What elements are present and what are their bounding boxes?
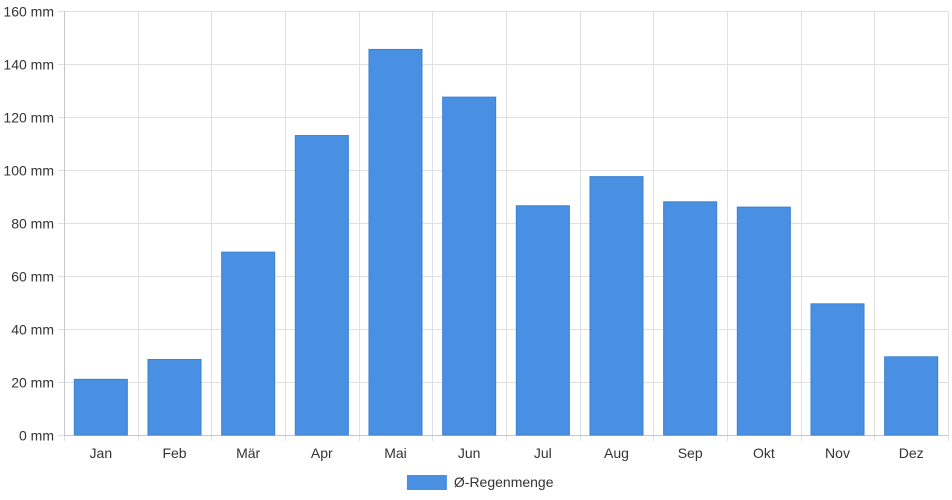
- y-tick-label: 140 mm: [3, 57, 54, 73]
- x-tick-label: Mär: [236, 445, 260, 461]
- y-tick-label: 20 mm: [11, 375, 54, 391]
- bar-okt[interactable]: [736, 206, 791, 436]
- x-tick-label: Jan: [90, 445, 113, 461]
- bar-apr[interactable]: [294, 135, 349, 436]
- y-tick-label: 120 mm: [3, 110, 54, 126]
- bar-mär[interactable]: [221, 251, 276, 436]
- bars: [73, 48, 939, 436]
- x-tick-label: Jun: [458, 445, 481, 461]
- tick-labels: 0 mm 20 mm 40 mm 60 mm 80 mm 100 mm 120 mm 140 …: [3, 4, 923, 462]
- axes: [64, 11, 948, 436]
- grid-lines: [58, 11, 949, 441]
- y-tick-label: 160 mm: [3, 4, 54, 20]
- bar-feb[interactable]: [147, 358, 202, 436]
- bar-sep[interactable]: [663, 201, 718, 436]
- x-tick-label: Aug: [604, 445, 629, 461]
- x-tick-label: Feb: [162, 445, 186, 461]
- x-tick-label: Mai: [384, 445, 407, 461]
- x-tick-label: Jul: [534, 445, 552, 461]
- x-tick-label: Sep: [678, 445, 703, 461]
- bar-jun[interactable]: [442, 96, 497, 436]
- y-tick-label: 0 mm: [19, 428, 54, 444]
- bar-aug[interactable]: [589, 176, 644, 436]
- y-tick-label: 60 mm: [11, 269, 54, 285]
- x-tick-label: Apr: [311, 445, 333, 461]
- bar-jul[interactable]: [515, 205, 570, 436]
- x-tick-label: Okt: [753, 445, 775, 461]
- legend[interactable]: Ø-Regenmenge: [406, 474, 554, 490]
- bar-dez[interactable]: [884, 356, 939, 436]
- x-tick-label: Dez: [899, 445, 924, 461]
- y-tick-label: 100 mm: [3, 163, 54, 179]
- bar-jan[interactable]: [73, 378, 128, 436]
- bar-mai[interactable]: [368, 48, 423, 436]
- bar-nov[interactable]: [810, 303, 865, 436]
- x-tick-label: Nov: [825, 445, 850, 461]
- legend-label[interactable]: Ø-Regenmenge: [454, 474, 554, 490]
- y-tick-label: 80 mm: [11, 216, 54, 232]
- legend-swatch[interactable]: [406, 475, 447, 490]
- y-tick-label: 40 mm: [11, 322, 54, 338]
